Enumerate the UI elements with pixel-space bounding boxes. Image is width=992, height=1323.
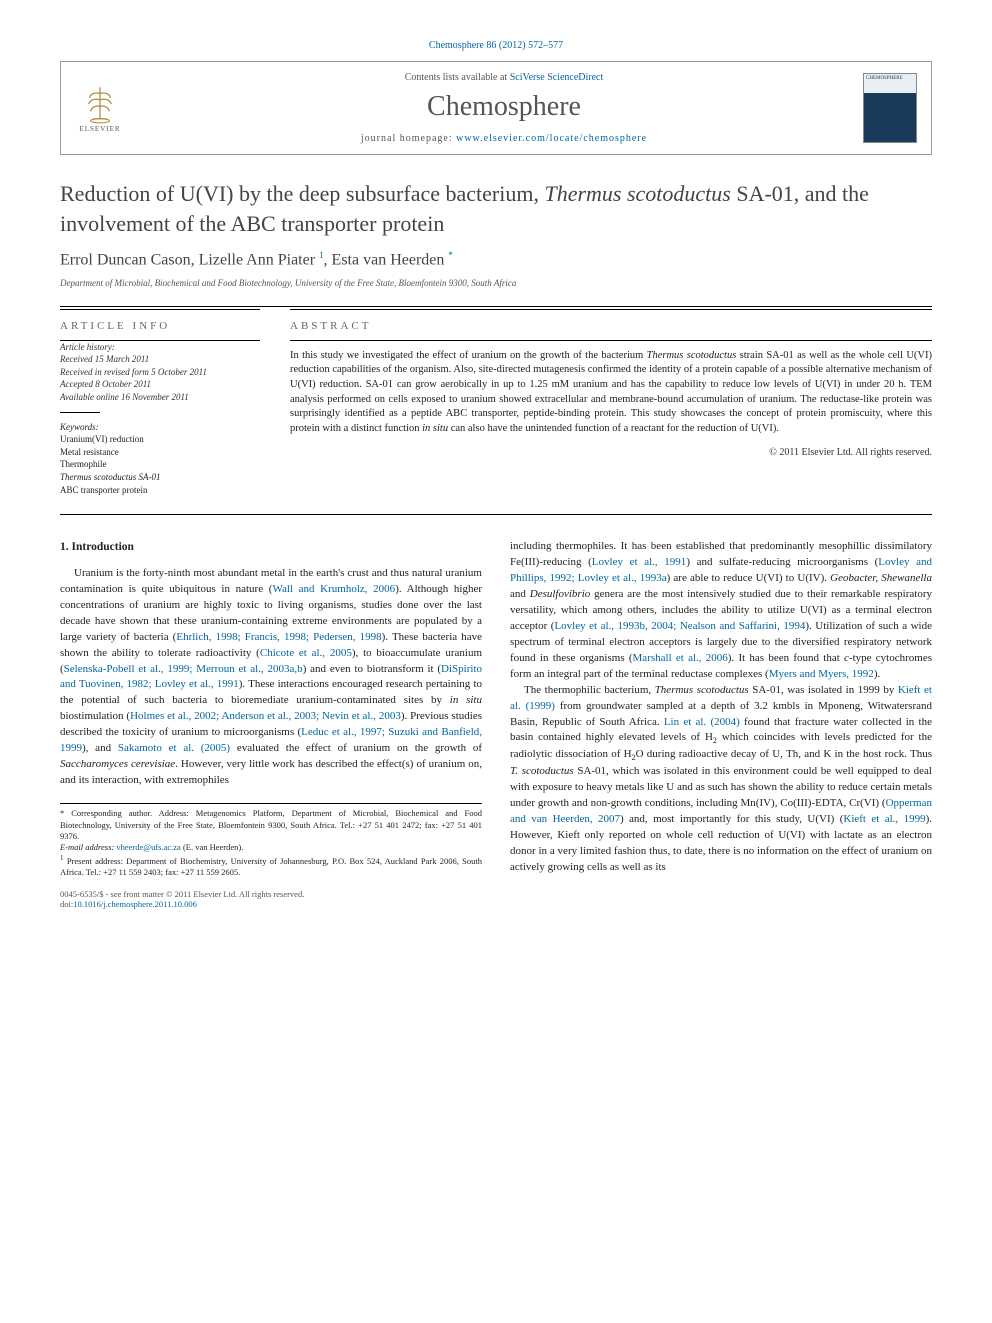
journal-banner: ELSEVIER Contents lists available at Sci…	[60, 61, 932, 155]
affiliation: Department of Microbial, Biochemical and…	[60, 278, 932, 288]
cover-thumbnail: CHEMOSPHERE	[863, 73, 917, 143]
history-block: Article history: Received 15 March 2011 …	[60, 341, 260, 404]
info-rule	[60, 309, 260, 310]
header-citation: Chemosphere 86 (2012) 572–577	[60, 40, 932, 51]
abstract-header: abstract	[290, 320, 932, 332]
intro-para-1: Uranium is the forty-ninth most abundant…	[60, 566, 482, 789]
article-info-header: article info	[60, 320, 260, 332]
elsevier-label: ELSEVIER	[79, 125, 120, 133]
banner-middle: Contents lists available at SciVerse Sci…	[145, 72, 863, 144]
info-abstract-row: article info Article history: Received 1…	[60, 307, 932, 497]
contents-prefix: Contents lists available at	[405, 72, 507, 83]
keywords-label: Keywords:	[60, 421, 260, 434]
section-heading: 1. Introduction	[60, 539, 482, 556]
history-revised: Received in revised form 5 October 2011	[60, 366, 260, 379]
email-link[interactable]: vheerde@ufs.ac.za	[116, 842, 180, 852]
homepage-prefix: journal homepage:	[361, 133, 453, 144]
homepage-line: journal homepage: www.elsevier.com/locat…	[145, 133, 863, 144]
keywords-block: Keywords: Uranium(VI) reduction Metal re…	[60, 421, 260, 497]
author-3-corr-link[interactable]: *	[448, 250, 453, 260]
journal-name: Chemosphere	[145, 91, 863, 123]
keyword: Uranium(VI) reduction	[60, 433, 260, 446]
body-column-left: 1. Introduction Uranium is the forty-nin…	[60, 539, 482, 878]
present-address-note: 1 Present address: Department of Biochem…	[60, 854, 482, 879]
keyword: Metal resistance	[60, 446, 260, 459]
intro-para-1-cont: including thermophiles. It has been esta…	[510, 539, 932, 682]
abs-rule	[290, 309, 932, 310]
body-columns: 1. Introduction Uranium is the forty-nin…	[60, 539, 932, 878]
keyword: Thermophile	[60, 458, 260, 471]
copyright-line: © 2011 Elsevier Ltd. All rights reserved…	[290, 447, 932, 458]
corresponding-author-note: * Corresponding author. Address: Metagen…	[60, 808, 482, 842]
keyword: Thermus scotoductus SA-01	[60, 471, 260, 484]
history-online: Available online 16 November 2011	[60, 391, 260, 404]
citation-link[interactable]: Chemosphere 86 (2012) 572–577	[429, 40, 563, 51]
author-1: Errol Duncan Cason	[60, 252, 191, 269]
author-2-note-link[interactable]: 1	[319, 250, 324, 260]
abstract-column: abstract In this study we investigated t…	[290, 309, 932, 497]
author-2: Lizelle Ann Piater	[199, 252, 315, 269]
doi-link[interactable]: 10.1016/j.chemosphere.2011.10.006	[73, 899, 197, 909]
article-info-column: article info Article history: Received 1…	[60, 309, 260, 497]
footer-bar: 0045-6535/$ - see front matter © 2011 El…	[60, 889, 932, 909]
history-received: Received 15 March 2011	[60, 353, 260, 366]
tree-icon	[79, 83, 121, 125]
front-matter-line: 0045-6535/$ - see front matter © 2011 El…	[60, 889, 304, 899]
elsevier-logo: ELSEVIER	[75, 80, 125, 136]
doi-line: doi:10.1016/j.chemosphere.2011.10.006	[60, 899, 304, 909]
history-label: Article history:	[60, 341, 260, 354]
homepage-link[interactable]: www.elsevier.com/locate/chemosphere	[456, 133, 647, 144]
footer-left: 0045-6535/$ - see front matter © 2011 El…	[60, 889, 304, 909]
info-short-rule	[60, 412, 100, 413]
sciencedirect-link[interactable]: SciVerse ScienceDirect	[510, 72, 604, 83]
footnotes: * Corresponding author. Address: Metagen…	[60, 803, 482, 879]
keyword: ABC transporter protein	[60, 484, 260, 497]
author-3: Esta van Heerden	[332, 252, 445, 269]
authors: Errol Duncan Cason, Lizelle Ann Piater 1…	[60, 250, 932, 269]
abs-rule-2	[290, 340, 932, 341]
intro-para-2: The thermophilic bacterium, Thermus scot…	[510, 683, 932, 876]
email-line: E-mail address: vheerde@ufs.ac.za (E. va…	[60, 842, 482, 853]
article-title: Reduction of U(VI) by the deep subsurfac…	[60, 179, 932, 238]
history-accepted: Accepted 8 October 2011	[60, 378, 260, 391]
contents-line: Contents lists available at SciVerse Sci…	[145, 72, 863, 83]
abstract-text: In this study we investigated the effect…	[290, 349, 932, 437]
title-block: Reduction of U(VI) by the deep subsurfac…	[60, 179, 932, 238]
body-column-right: including thermophiles. It has been esta…	[510, 539, 932, 878]
